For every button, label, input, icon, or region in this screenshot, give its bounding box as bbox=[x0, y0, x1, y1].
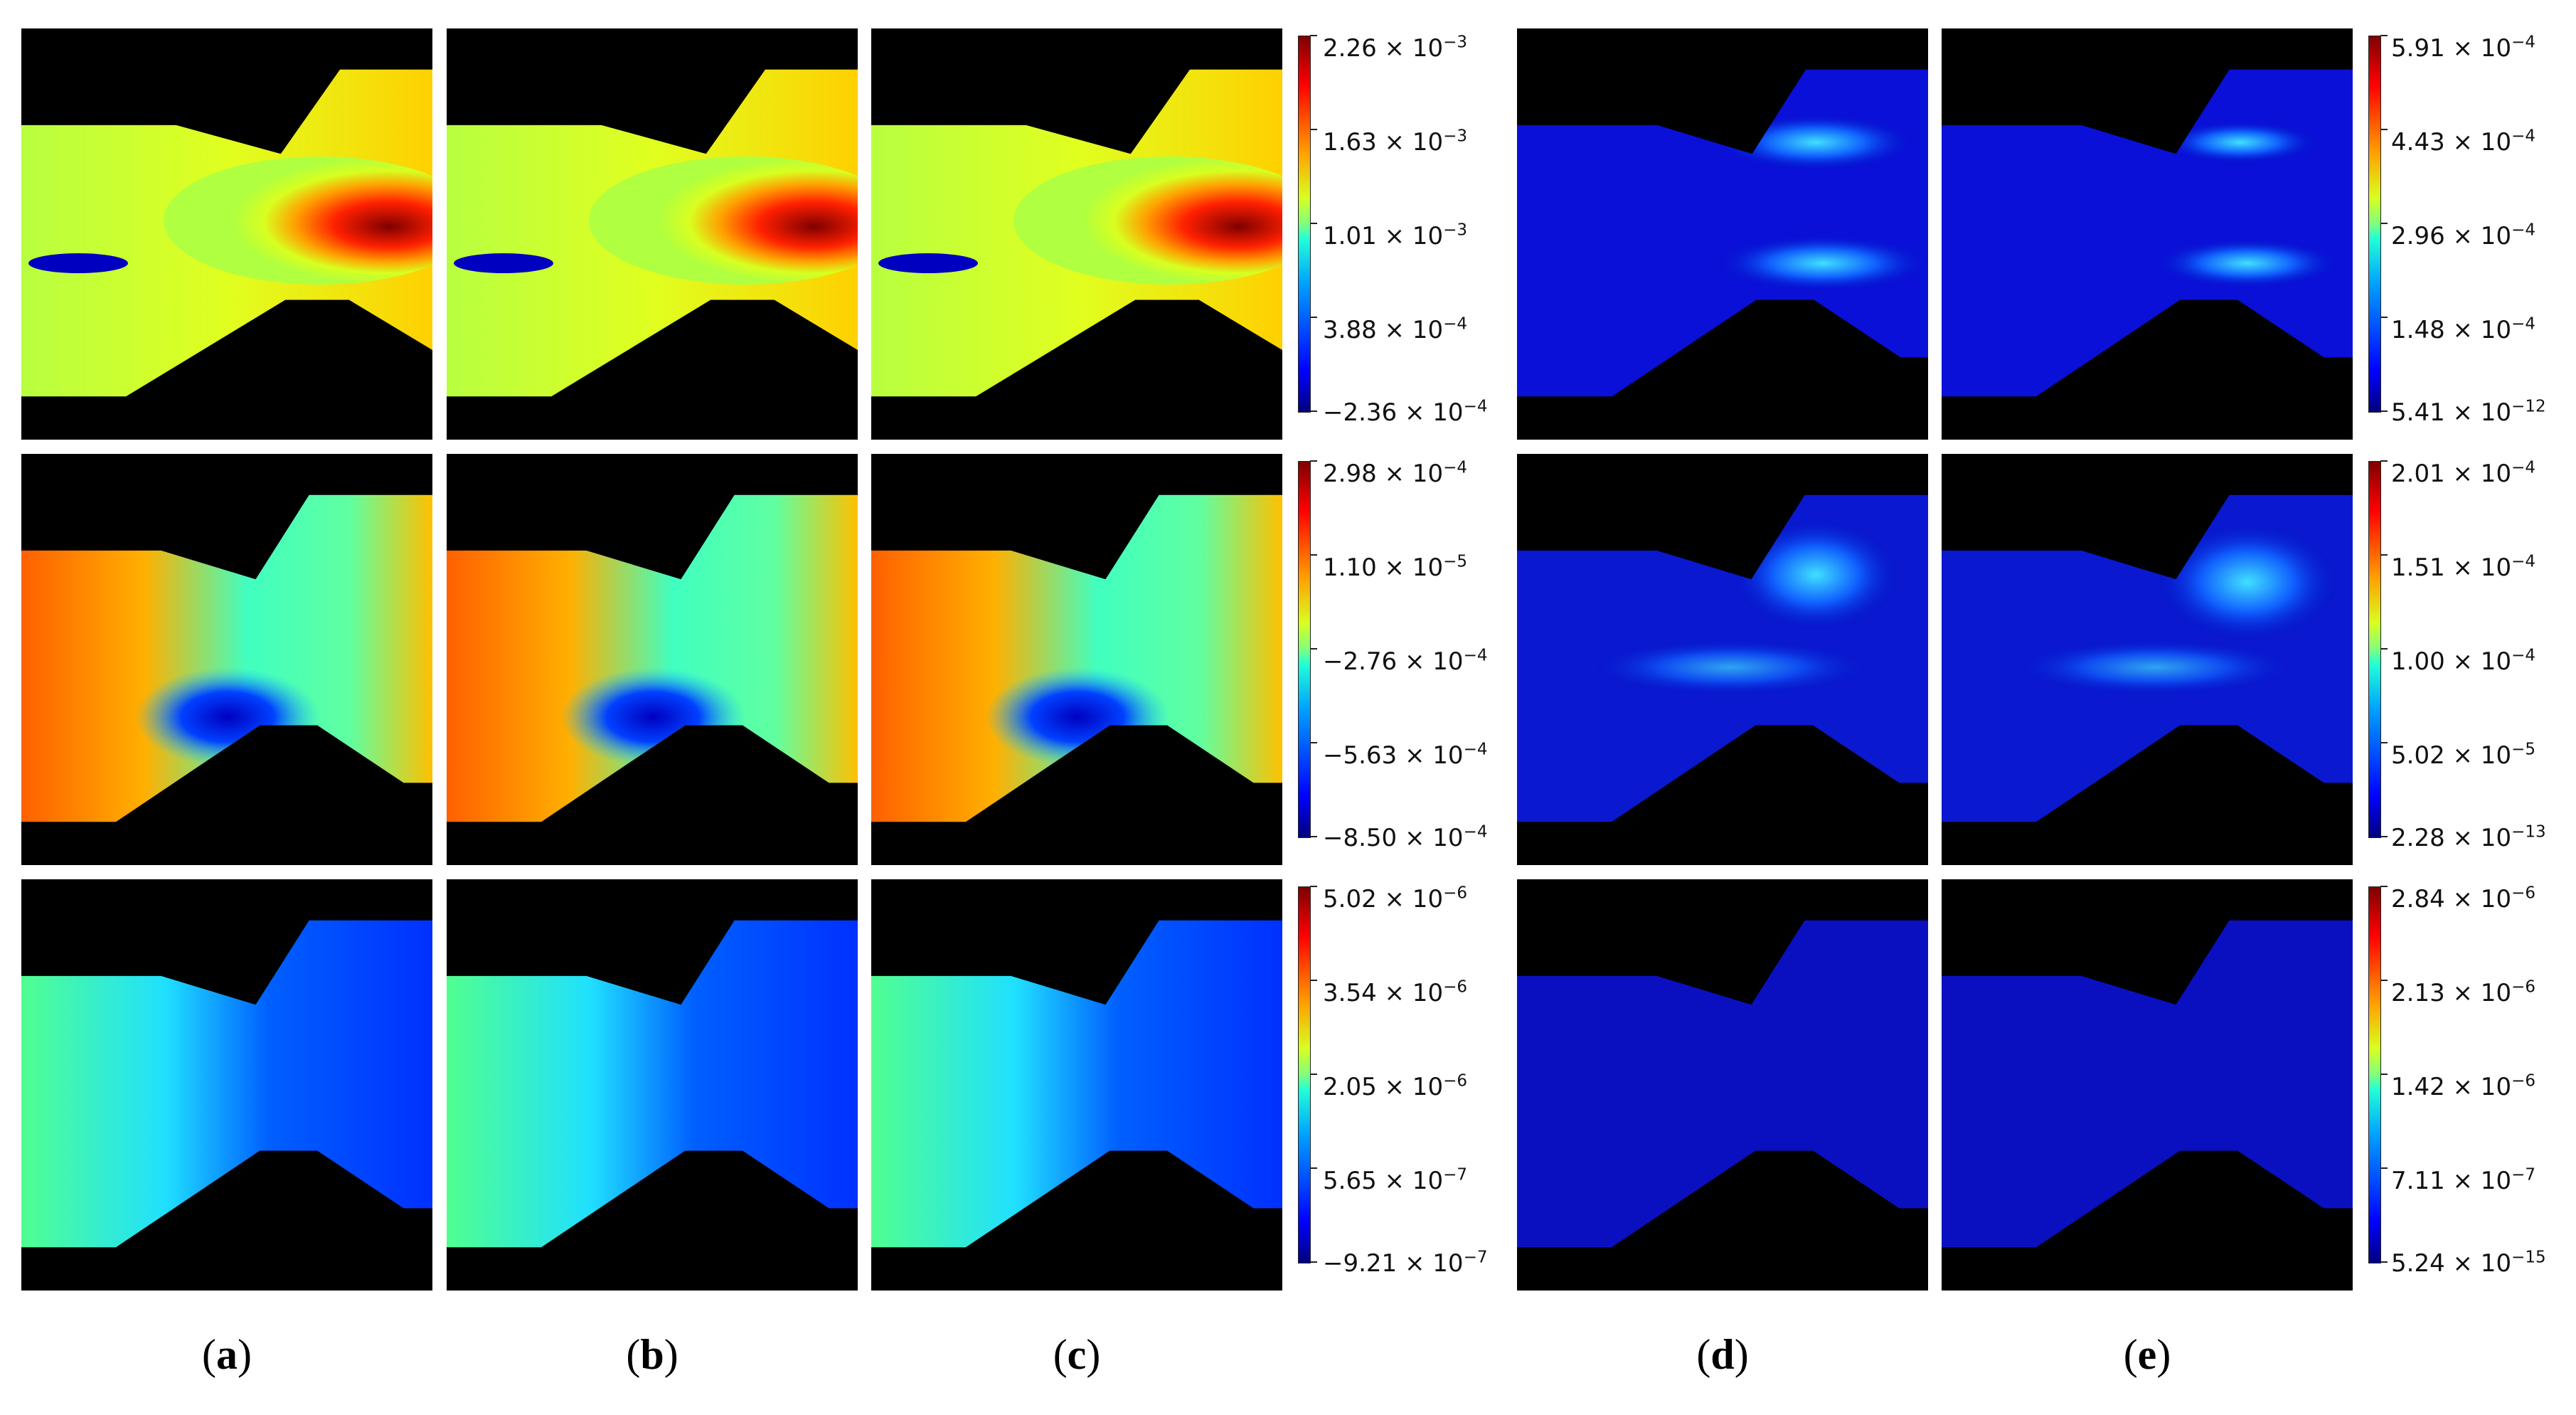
cbar-tick bbox=[1310, 648, 1317, 650]
cbar-tick bbox=[1310, 410, 1317, 412]
panel-label-c: (c) bbox=[1053, 1331, 1101, 1378]
cbar-tick bbox=[2380, 1167, 2388, 1169]
colorbar-row2-right bbox=[2368, 461, 2381, 838]
panel-row2-b bbox=[447, 454, 858, 865]
cbar-tick bbox=[1310, 836, 1317, 837]
panel-row2-a bbox=[21, 454, 432, 865]
colorbar-row2-left bbox=[1298, 461, 1311, 838]
cbar-tick bbox=[2380, 410, 2388, 412]
cbar-tick bbox=[2380, 980, 2388, 981]
cbar-tick-label: 2.05 × 10−6 bbox=[1323, 1071, 1467, 1101]
panel-label-b: (b) bbox=[626, 1331, 678, 1378]
cbar-tick-label: 1.48 × 10−4 bbox=[2391, 314, 2535, 344]
cbar-tick-label: 1.00 × 10−4 bbox=[2391, 646, 2535, 676]
cbar-tick bbox=[2380, 1261, 2388, 1263]
panel-row2-d bbox=[1517, 454, 1928, 865]
cbar-tick-label: −2.76 × 10−4 bbox=[1323, 646, 1488, 676]
panel-row1-d bbox=[1517, 28, 1928, 440]
cbar-tick-label: −8.50 × 10−4 bbox=[1323, 822, 1488, 852]
cbar-tick-label: 2.13 × 10−6 bbox=[2391, 977, 2535, 1007]
cbar-tick-label: 2.28 × 10−13 bbox=[2391, 822, 2546, 852]
cbar-tick bbox=[1310, 1261, 1317, 1263]
cbar-tick bbox=[2380, 129, 2388, 130]
panel-label-d: (d) bbox=[1696, 1331, 1749, 1378]
panel-label-a: (a) bbox=[202, 1331, 252, 1378]
cbar-tick bbox=[1310, 223, 1317, 224]
cbar-tick-label: 5.41 × 10−12 bbox=[2391, 397, 2546, 427]
cbar-tick bbox=[1310, 35, 1317, 36]
cbar-tick bbox=[2380, 742, 2388, 743]
cbar-tick-label: 5.65 × 10−7 bbox=[1323, 1165, 1467, 1195]
cbar-tick bbox=[1310, 129, 1317, 130]
cbar-tick bbox=[2380, 886, 2388, 887]
cbar-tick bbox=[1310, 317, 1317, 318]
cbar-tick-label: 1.42 × 10−6 bbox=[2391, 1071, 2535, 1101]
panel-row3-c bbox=[871, 879, 1282, 1291]
cbar-tick bbox=[2380, 836, 2388, 837]
cbar-tick-label: 1.10 × 10−5 bbox=[1323, 552, 1467, 582]
cbar-tick bbox=[1310, 886, 1317, 887]
cbar-tick-label: 4.43 × 10−4 bbox=[2391, 127, 2535, 157]
cbar-tick bbox=[2380, 35, 2388, 36]
cbar-tick bbox=[1310, 460, 1317, 462]
panel-row3-a bbox=[21, 879, 432, 1291]
cbar-tick-label: 1.51 × 10−4 bbox=[2391, 552, 2535, 582]
cbar-tick-label: 2.26 × 10−3 bbox=[1323, 33, 1467, 63]
cbar-tick bbox=[1310, 742, 1317, 743]
cbar-tick bbox=[2380, 648, 2388, 650]
panel-row1-c bbox=[871, 28, 1282, 440]
cbar-tick-label: 2.01 × 10−4 bbox=[2391, 458, 2535, 488]
cbar-tick bbox=[2380, 223, 2388, 224]
panel-row3-b bbox=[447, 879, 858, 1291]
panel-row1-b bbox=[447, 28, 858, 440]
cbar-tick bbox=[1310, 1167, 1317, 1169]
colorbar-row1-left bbox=[1298, 36, 1311, 413]
cbar-tick-label: 3.88 × 10−4 bbox=[1323, 314, 1467, 344]
cbar-tick-label: 2.96 × 10−4 bbox=[2391, 221, 2535, 250]
colorbar-row3-left bbox=[1298, 886, 1311, 1263]
cbar-tick bbox=[1310, 554, 1317, 556]
cbar-tick bbox=[2380, 317, 2388, 318]
cbar-tick bbox=[1310, 980, 1317, 981]
cbar-tick-label: 5.02 × 10−6 bbox=[1323, 884, 1467, 913]
cbar-tick-label: −2.36 × 10−4 bbox=[1323, 397, 1488, 427]
cbar-tick bbox=[2380, 554, 2388, 556]
cbar-tick-label: 1.63 × 10−3 bbox=[1323, 127, 1467, 157]
panel-row3-e bbox=[1942, 879, 2353, 1291]
colorbar-row3-right bbox=[2368, 886, 2381, 1263]
cbar-tick-label: 7.11 × 10−7 bbox=[2391, 1165, 2535, 1195]
cbar-tick bbox=[1310, 1074, 1317, 1075]
cbar-tick-label: −9.21 × 10−7 bbox=[1323, 1248, 1488, 1278]
cbar-tick-label: 2.84 × 10−6 bbox=[2391, 884, 2535, 913]
cbar-tick-label: 5.24 × 10−15 bbox=[2391, 1248, 2546, 1278]
panel-row3-d bbox=[1517, 879, 1928, 1291]
cbar-tick-label: 5.02 × 10−5 bbox=[2391, 740, 2535, 770]
cbar-tick-label: −5.63 × 10−4 bbox=[1323, 740, 1488, 770]
panel-label-e: (e) bbox=[2123, 1331, 2171, 1378]
cbar-tick-label: 2.98 × 10−4 bbox=[1323, 458, 1467, 488]
panel-row1-e bbox=[1942, 28, 2353, 440]
cbar-tick-label: 3.54 × 10−6 bbox=[1323, 977, 1467, 1007]
colorbar-row1-right bbox=[2368, 36, 2381, 413]
panel-row2-c bbox=[871, 454, 1282, 865]
cbar-tick-label: 1.01 × 10−3 bbox=[1323, 221, 1467, 250]
cbar-tick-label: 5.91 × 10−4 bbox=[2391, 33, 2535, 63]
panel-row1-a bbox=[21, 28, 432, 440]
cbar-tick bbox=[2380, 460, 2388, 462]
panel-row2-e bbox=[1942, 454, 2353, 865]
cbar-tick bbox=[2380, 1074, 2388, 1075]
